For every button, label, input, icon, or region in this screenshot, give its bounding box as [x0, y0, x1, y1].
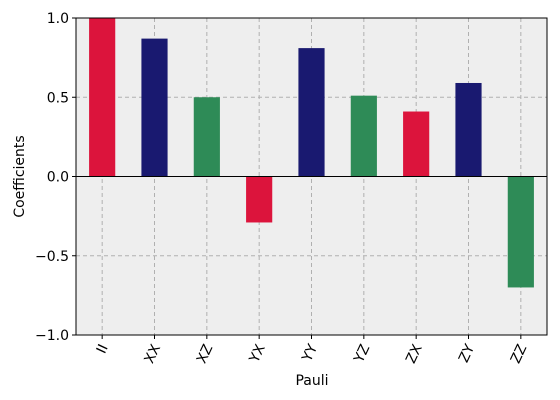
y-tick-label: 1.0 [47, 11, 69, 27]
y-tick-label: 0.0 [47, 170, 69, 186]
x-tick-label-zx: ZX [403, 342, 426, 367]
x-tick-label-zy: ZY [456, 342, 478, 366]
x-tick-label-xz: XZ [194, 342, 217, 366]
y-axis-title: Coefficients [12, 135, 28, 217]
y-tick-label: 0.5 [47, 90, 69, 106]
x-tick-label-yz: YZ [351, 342, 374, 366]
bar-yz [350, 95, 377, 177]
bar-zy [455, 82, 482, 177]
bar-xz [193, 97, 220, 177]
bar-ii [89, 18, 116, 177]
bar-zz [507, 176, 534, 288]
bar-yx [246, 176, 273, 223]
bar-zx [403, 111, 430, 177]
bar-xx [141, 38, 168, 177]
bars [89, 18, 534, 288]
bar-yy [298, 48, 325, 177]
x-tick-label-ii: II [94, 342, 112, 356]
x-tick-label-zz: ZZ [508, 342, 531, 366]
x-tick-label-xx: XX [142, 342, 165, 367]
x-axis-ticks: II XX XZ YX YY YZ ZX ZY ZZ [94, 335, 531, 367]
x-tick-label-yy: YY [299, 342, 321, 366]
x-tick-label-yx: YX [246, 342, 269, 366]
y-axis-ticks: −1.0 −0.5 0.0 0.5 1.0 [35, 11, 76, 344]
y-tick-label: −0.5 [35, 249, 69, 265]
x-axis-title: Pauli [295, 373, 328, 389]
y-tick-label: −1.0 [35, 328, 69, 344]
